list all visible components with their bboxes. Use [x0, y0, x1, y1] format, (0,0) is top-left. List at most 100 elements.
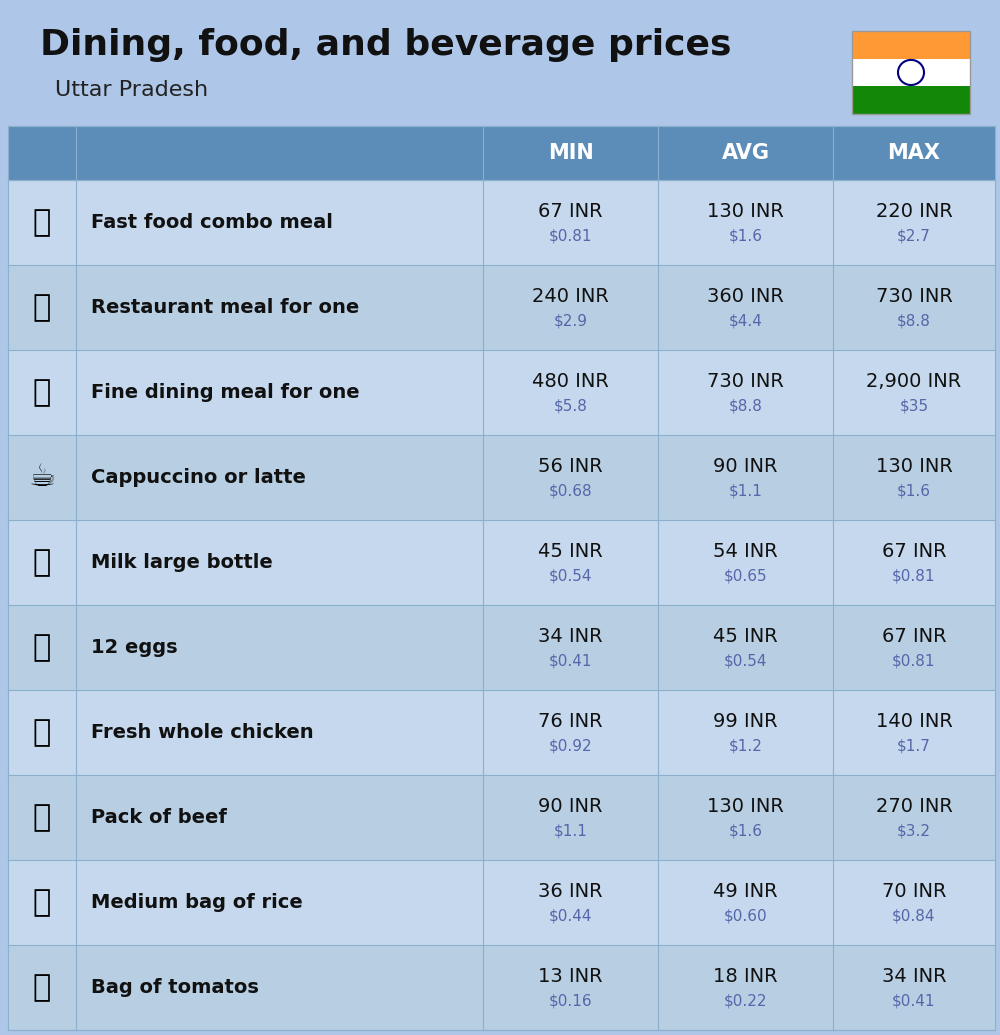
Text: 76 INR: 76 INR	[538, 712, 603, 731]
Text: 45 INR: 45 INR	[713, 627, 778, 646]
FancyBboxPatch shape	[483, 126, 658, 180]
Text: $0.60: $0.60	[724, 909, 767, 923]
Text: Fine dining meal for one: Fine dining meal for one	[91, 383, 360, 402]
Text: 18 INR: 18 INR	[713, 967, 778, 985]
FancyBboxPatch shape	[852, 59, 970, 86]
FancyBboxPatch shape	[852, 31, 970, 59]
Text: $35: $35	[899, 398, 929, 414]
Text: $1.6: $1.6	[728, 229, 762, 243]
Text: Dining, food, and beverage prices: Dining, food, and beverage prices	[40, 28, 732, 61]
Text: 270 INR: 270 INR	[876, 797, 952, 816]
FancyBboxPatch shape	[8, 775, 995, 860]
Text: 54 INR: 54 INR	[713, 542, 778, 561]
Text: 140 INR: 140 INR	[876, 712, 952, 731]
FancyBboxPatch shape	[8, 945, 995, 1030]
Text: $0.81: $0.81	[892, 653, 936, 669]
Text: 130 INR: 130 INR	[707, 202, 784, 221]
FancyBboxPatch shape	[658, 126, 833, 180]
Text: 13 INR: 13 INR	[538, 967, 603, 985]
Text: Restaurant meal for one: Restaurant meal for one	[91, 298, 359, 317]
Text: AVG: AVG	[721, 143, 769, 164]
Text: $8.8: $8.8	[729, 398, 762, 414]
Text: $1.1: $1.1	[729, 483, 762, 499]
Text: $0.84: $0.84	[892, 909, 936, 923]
Text: 36 INR: 36 INR	[538, 882, 603, 900]
Text: 🍔: 🍔	[33, 208, 51, 237]
Text: 99 INR: 99 INR	[713, 712, 778, 731]
Text: $1.1: $1.1	[554, 824, 587, 838]
Text: 360 INR: 360 INR	[707, 287, 784, 306]
Text: 67 INR: 67 INR	[882, 627, 946, 646]
Text: Medium bag of rice: Medium bag of rice	[91, 893, 303, 912]
Text: $0.54: $0.54	[724, 653, 767, 669]
Text: 70 INR: 70 INR	[882, 882, 946, 900]
Text: 🥩: 🥩	[33, 803, 51, 832]
Text: 90 INR: 90 INR	[538, 797, 603, 816]
Text: 🥛: 🥛	[33, 548, 51, 576]
Text: $0.41: $0.41	[549, 653, 592, 669]
Text: $0.54: $0.54	[549, 568, 592, 584]
FancyBboxPatch shape	[852, 86, 970, 114]
FancyBboxPatch shape	[8, 265, 995, 350]
Text: 🍚: 🍚	[33, 888, 51, 917]
Text: Cappuccino or latte: Cappuccino or latte	[91, 468, 306, 487]
Text: $0.22: $0.22	[724, 994, 767, 1008]
Text: $5.8: $5.8	[554, 398, 587, 414]
Text: Bag of tomatos: Bag of tomatos	[91, 978, 259, 997]
Text: Uttar Pradesh: Uttar Pradesh	[55, 80, 208, 100]
Text: Milk large bottle: Milk large bottle	[91, 553, 273, 572]
Text: $1.7: $1.7	[897, 739, 931, 753]
Text: 220 INR: 220 INR	[876, 202, 952, 221]
Text: $2.9: $2.9	[554, 314, 588, 329]
Text: Pack of beef: Pack of beef	[91, 808, 227, 827]
Text: $8.8: $8.8	[897, 314, 931, 329]
Text: Fast food combo meal: Fast food combo meal	[91, 213, 333, 232]
Text: 90 INR: 90 INR	[713, 456, 778, 476]
Text: 🍅: 🍅	[33, 973, 51, 1002]
Text: 480 INR: 480 INR	[532, 372, 609, 391]
FancyBboxPatch shape	[8, 860, 995, 945]
FancyBboxPatch shape	[8, 690, 995, 775]
Text: $0.41: $0.41	[892, 994, 936, 1008]
Text: $0.65: $0.65	[724, 568, 767, 584]
Text: 730 INR: 730 INR	[707, 372, 784, 391]
FancyBboxPatch shape	[8, 604, 995, 690]
Text: $0.92: $0.92	[549, 739, 592, 753]
Text: 130 INR: 130 INR	[876, 456, 952, 476]
Text: $2.7: $2.7	[897, 229, 931, 243]
Text: 67 INR: 67 INR	[538, 202, 603, 221]
Text: 34 INR: 34 INR	[882, 967, 946, 985]
Text: $0.16: $0.16	[549, 994, 592, 1008]
Text: $0.81: $0.81	[892, 568, 936, 584]
Text: 45 INR: 45 INR	[538, 542, 603, 561]
Text: $0.44: $0.44	[549, 909, 592, 923]
Text: Fresh whole chicken: Fresh whole chicken	[91, 722, 314, 742]
Text: 2,900 INR: 2,900 INR	[866, 372, 962, 391]
Text: 🍳: 🍳	[33, 293, 51, 322]
Text: 49 INR: 49 INR	[713, 882, 778, 900]
Text: MIN: MIN	[548, 143, 593, 164]
FancyBboxPatch shape	[8, 350, 995, 435]
FancyBboxPatch shape	[8, 180, 995, 265]
Text: $4.4: $4.4	[729, 314, 762, 329]
Text: ☕: ☕	[28, 463, 56, 492]
Text: 🥚: 🥚	[33, 633, 51, 662]
Text: $1.6: $1.6	[897, 483, 931, 499]
Text: 240 INR: 240 INR	[532, 287, 609, 306]
Text: $3.2: $3.2	[897, 824, 931, 838]
Text: 12 eggs: 12 eggs	[91, 638, 178, 657]
Text: 56 INR: 56 INR	[538, 456, 603, 476]
Text: $0.81: $0.81	[549, 229, 592, 243]
FancyBboxPatch shape	[8, 435, 995, 520]
FancyBboxPatch shape	[8, 126, 483, 180]
Text: 130 INR: 130 INR	[707, 797, 784, 816]
Text: 67 INR: 67 INR	[882, 542, 946, 561]
Text: 🐔: 🐔	[33, 718, 51, 747]
Text: $1.6: $1.6	[728, 824, 762, 838]
Text: $1.2: $1.2	[729, 739, 762, 753]
FancyBboxPatch shape	[833, 126, 995, 180]
Text: 🍽️: 🍽️	[33, 378, 51, 407]
FancyBboxPatch shape	[8, 520, 995, 604]
Text: 34 INR: 34 INR	[538, 627, 603, 646]
Text: 730 INR: 730 INR	[876, 287, 952, 306]
